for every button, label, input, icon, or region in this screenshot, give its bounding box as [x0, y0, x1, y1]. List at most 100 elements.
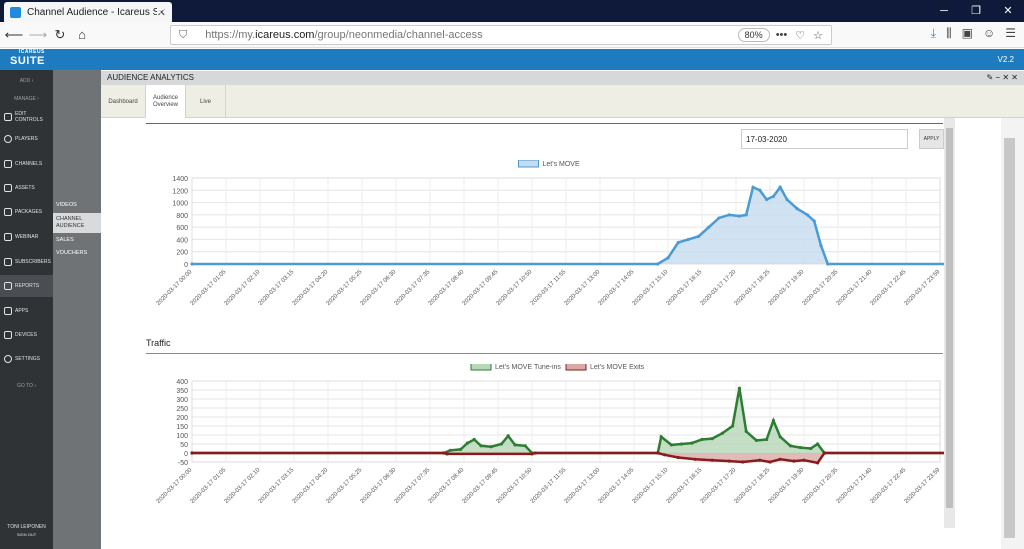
x-tick-label: 2020-03-17 22:45 [870, 269, 908, 307]
y-tick-label: 400 [176, 237, 188, 244]
legend-swatch [565, 364, 587, 371]
sidebar-item-manage[interactable]: MANAGE › [14, 96, 39, 102]
y-tick-label: 350 [176, 388, 188, 395]
app-logo[interactable]: ICAREUS SUITE [10, 49, 45, 68]
traffic-chart: -50 0 50 100 150 200 250 300 350 400 2020-03-17 00… [156, 364, 945, 505]
submenu-item-vouchers[interactable]: VOUCHERS [56, 250, 88, 256]
browser-nav-bar: ⟵ ⟶ ↻ ⌂ ⛉ https://my.icareus.com/group/n… [0, 22, 1024, 48]
x-tick-label: 2020-03-17 11:55 [530, 269, 568, 307]
data-point [765, 197, 769, 202]
library-icon[interactable]: ⫼ [946, 26, 952, 40]
x-tick-label: 2020-03-17 05:25 [326, 269, 364, 307]
data-point [656, 451, 660, 455]
x-tick-label: 2020-03-17 18:25 [734, 467, 772, 505]
x-tick-label: 2020-03-17 13:00 [564, 467, 602, 505]
sidebar-item-devices[interactable]: DEVICES [0, 324, 53, 346]
inner-scroll-thumb[interactable] [946, 128, 953, 508]
sidebar-item-players[interactable]: PLAYERS [0, 128, 53, 150]
outer-scroll-thumb[interactable] [1004, 138, 1015, 538]
pocket-icon[interactable]: ♡ [795, 29, 806, 42]
series-line [192, 184, 945, 266]
play-icon [4, 135, 12, 143]
y-tick-label: 100 [176, 433, 188, 440]
sidebar-item-apps[interactable]: APPS [0, 300, 53, 322]
data-point [513, 443, 517, 447]
windows-icon [10, 6, 21, 18]
outer-scrollbar[interactable] [1001, 118, 1024, 549]
x-tick-label: 2020-03-17 10:50 [496, 269, 534, 307]
app-version: V2.2 [997, 55, 1014, 64]
sign-out-link[interactable]: SIGN OUT [16, 532, 37, 537]
y-tick-label: 200 [176, 250, 188, 257]
sidebar-item-assets[interactable]: ASSETS [0, 177, 53, 199]
audience-chart: 0 200 400 600 800 1000 1200 1400 2020-03-17 00:0… [156, 160, 945, 307]
sidebar-item-subscribers[interactable]: SUBSCRIBERS [0, 251, 53, 273]
series-area [192, 453, 945, 463]
x-tick-label: 2020-03-17 07:35 [394, 269, 432, 307]
sidebar-item-packages[interactable]: PACKAGES [0, 201, 53, 223]
tab-dashboard[interactable]: Dashboard [101, 85, 146, 118]
data-point [659, 435, 663, 439]
browser-tab[interactable]: Channel Audience - Icareus Suite ✕ [4, 2, 172, 22]
submenu-item-sales[interactable]: SALES [56, 237, 74, 243]
data-point [190, 451, 194, 455]
y-tick-label: 800 [176, 213, 188, 220]
inner-scrollbar[interactable] [944, 118, 955, 528]
tab-audience-overview[interactable]: Audience Overview [146, 85, 186, 118]
sidebar-item-edit-controls[interactable]: EDIT CONTROLS [0, 106, 53, 128]
minimize-icon[interactable]: ─ [940, 5, 948, 17]
divider [146, 123, 943, 124]
new-tab-button[interactable]: + [155, 2, 165, 19]
y-tick-label: 50 [180, 442, 188, 449]
download-icon[interactable]: ⤓ [930, 26, 937, 40]
sidebar-item-goto[interactable]: GO TO › [17, 383, 36, 389]
x-tick-label: 2020-03-17 15:10 [632, 467, 670, 505]
close-tab-icon[interactable]: ✕ [156, 6, 166, 19]
apply-button[interactable]: APPLY [919, 129, 944, 149]
data-point [778, 457, 782, 461]
reload-button[interactable]: ↻ [54, 27, 66, 42]
close-window-icon[interactable]: ✕ [1003, 5, 1013, 17]
panel-actions[interactable]: ✎ − ✕ ✕ [986, 73, 1018, 82]
tab-live[interactable]: Live [186, 85, 226, 118]
data-point [758, 188, 762, 192]
home-button[interactable]: ⌂ [78, 27, 86, 42]
shield-icon[interactable]: ⛉ [179, 28, 188, 41]
sidebar-item-settings[interactable]: SETTINGS [0, 348, 53, 370]
zoom-level[interactable]: 80% [737, 28, 770, 42]
x-tick-label: 2020-03-17 14:05 [598, 467, 636, 505]
back-button[interactable]: ⟵ [4, 27, 24, 42]
x-tick-label: 2020-03-17 23:59 [904, 269, 942, 307]
date-input[interactable]: 17-03-2020 [741, 129, 908, 149]
data-point [795, 207, 799, 211]
y-tick-label: 150 [176, 424, 188, 431]
sidebar-item-add[interactable]: ADD › [19, 78, 34, 84]
data-point [768, 460, 772, 464]
restore-icon[interactable]: ❐ [971, 5, 981, 17]
menu-icon[interactable]: ☰ [1005, 26, 1016, 40]
traffic-divider [146, 353, 943, 354]
submenu-item-channel-audience[interactable]: CHANNEL AUDIENCE [53, 213, 101, 233]
x-tick-label: 2020-03-17 19:30 [768, 467, 806, 505]
x-tick-label: 2020-03-17 06:30 [360, 467, 398, 505]
more-icon[interactable]: ••• [775, 29, 788, 41]
series-line [192, 387, 945, 455]
x-tick-label: 2020-03-17 17:20 [700, 467, 738, 505]
url-bar[interactable]: ⛉ https://my.icareus.com/group/neonmedia… [170, 25, 832, 45]
bookmark-star-icon[interactable]: ☆ [813, 29, 823, 42]
data-point [737, 386, 742, 390]
submenu-item-videos[interactable]: VIDEOS [56, 202, 77, 208]
account-icon[interactable]: ☺ [982, 26, 996, 40]
sidebar-item-channels[interactable]: CHANNELS [0, 153, 53, 175]
data-point [785, 197, 789, 202]
sidebar-icon[interactable]: ▣ [961, 26, 973, 40]
x-tick-label: 2020-03-17 18:25 [734, 269, 772, 307]
tab-title: Channel Audience - Icareus Suite [27, 6, 157, 18]
sidebar-item-reports[interactable]: REPORTS [0, 275, 53, 297]
data-point [778, 185, 782, 189]
sidebar-item-webinar[interactable]: WEBINAR [0, 226, 53, 248]
forward-button[interactable]: ⟶ [28, 27, 48, 42]
data-point [445, 452, 449, 456]
data-point [802, 458, 806, 462]
x-tick-label: 2020-03-17 15:10 [632, 269, 670, 307]
